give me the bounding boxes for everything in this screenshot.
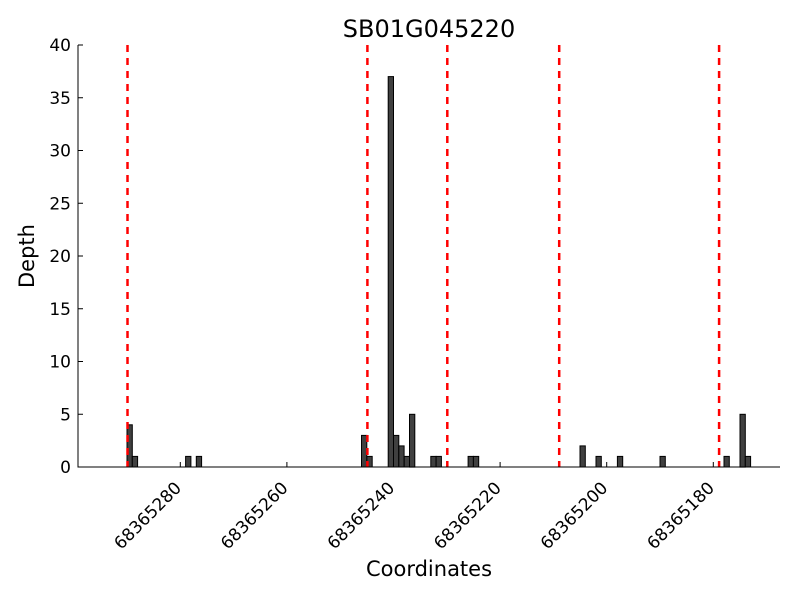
depth-bar: [403, 455, 411, 468]
x-tick-label: 68365200: [537, 478, 612, 553]
depth-bar: [409, 413, 416, 468]
y-tick-label: 40: [49, 36, 71, 56]
depth-bar: [435, 455, 442, 468]
depth-bar: [126, 424, 133, 468]
depth-bar: [393, 434, 400, 468]
depth-bar: [616, 455, 624, 468]
depth-bar: [472, 455, 480, 468]
y-tick-label: 15: [49, 300, 71, 320]
depth-bar: [659, 455, 666, 468]
y-tick-label: 25: [49, 194, 71, 214]
depth-bar: [361, 434, 368, 468]
plot-frame: [77, 45, 780, 468]
x-tick-label: 68365180: [644, 478, 719, 553]
y-tick-label: 10: [49, 353, 71, 373]
y-tick-label: 35: [49, 89, 71, 109]
depth-bar: [744, 455, 752, 468]
x-tick-label: 68365280: [111, 478, 186, 553]
depth-bar: [398, 445, 405, 468]
x-tick-label: 68365240: [324, 478, 399, 553]
depth-bar: [579, 445, 586, 468]
x-tick-label: 68365220: [430, 478, 505, 553]
y-tick-label: 5: [60, 405, 71, 425]
y-tick-label: 0: [60, 458, 71, 478]
depth-bar: [739, 413, 746, 468]
depth-bar: [430, 455, 437, 468]
x-tick-label: 68365260: [217, 478, 292, 553]
y-tick-label: 30: [49, 142, 71, 162]
chart-title: SB01G045220: [343, 15, 515, 43]
depth-bar: [195, 455, 203, 468]
depth-bar: [723, 455, 730, 468]
depth-bar: [595, 455, 602, 468]
markers-group: [126, 45, 721, 467]
depth-bar: [467, 455, 474, 468]
x-axis-title: Coordinates: [366, 557, 492, 581]
depth-bar: [131, 455, 139, 468]
depth-bar: [387, 76, 395, 468]
y-axis-title: Depth: [15, 224, 39, 288]
x-axis-ticks: 68365280 68365260 68365240 68365220 68365200…: [111, 462, 719, 554]
bars-group: [126, 76, 752, 468]
y-axis-ticks: 0 5 10 15 20 25 30 35 40: [49, 36, 83, 478]
y-tick-label: 20: [49, 247, 71, 267]
depth-bar: [185, 455, 192, 468]
